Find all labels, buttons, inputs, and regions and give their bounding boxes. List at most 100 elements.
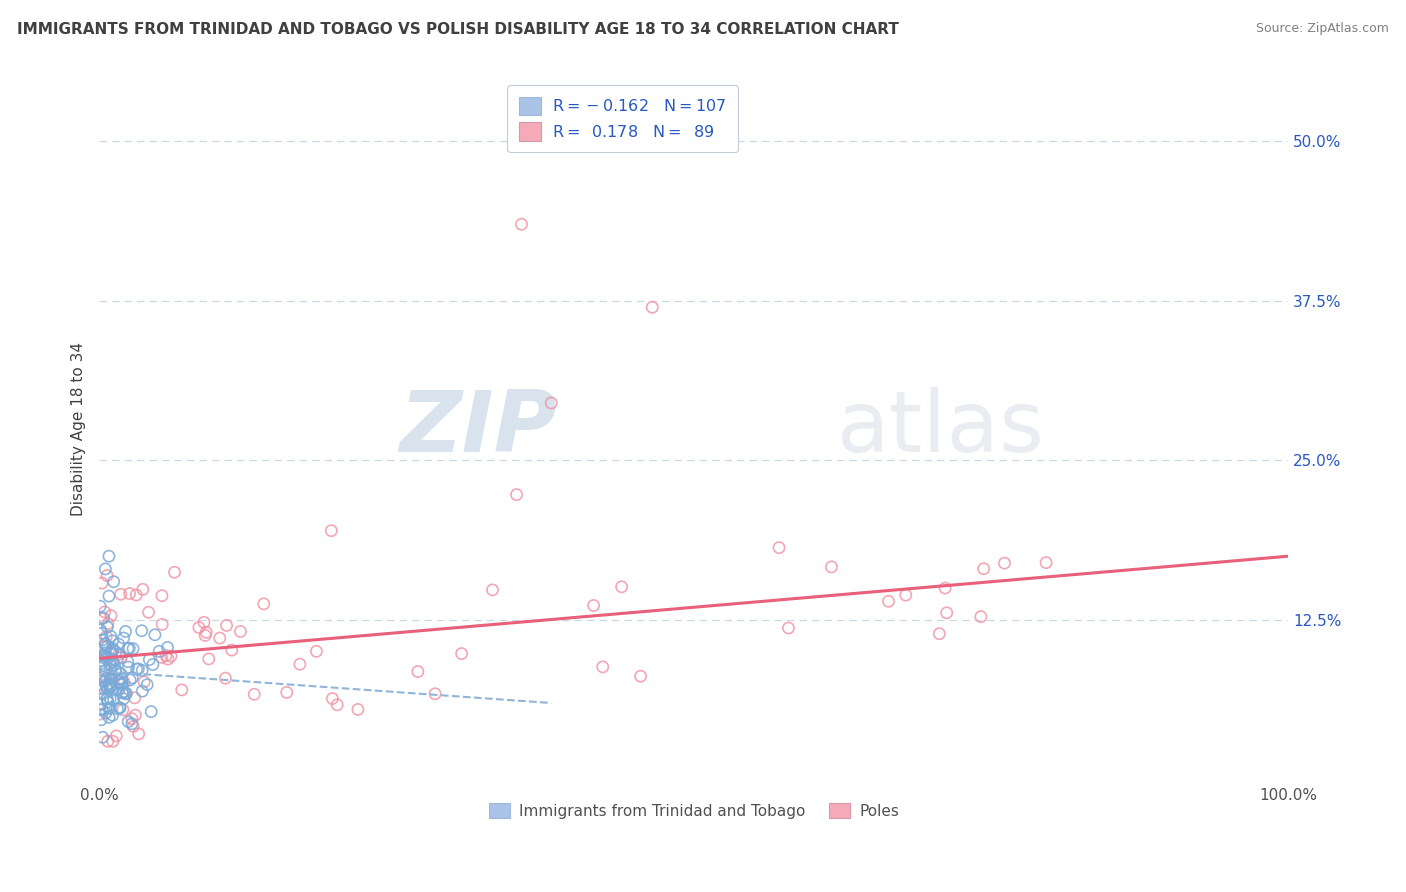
Point [131,664,153,678]
Point [768,541,790,555]
Point [221,643,243,657]
Point [100,700,122,714]
Point [143,628,166,642]
Point [973,562,995,576]
Point [127,662,149,676]
Point [120,673,142,687]
Point [91,632,114,647]
Point [108,701,131,715]
Point [253,597,276,611]
Point [778,621,800,635]
Point [96,620,118,634]
Point [820,560,842,574]
Point [94,674,117,689]
Point [94,664,117,678]
Point [107,675,129,690]
Point [90,657,112,671]
Point [96,649,118,664]
Point [110,651,132,665]
Point [111,672,134,686]
Point [104,664,127,678]
Point [131,684,153,698]
Point [107,681,129,696]
Point [117,641,139,656]
Point [103,655,125,669]
Point [96,630,118,644]
Point [90,611,112,625]
Point [91,673,114,688]
Point [107,672,129,686]
Point [91,681,114,695]
Point [111,686,134,700]
Point [100,659,122,673]
Point [194,628,217,642]
Point [276,685,298,699]
Point [321,524,343,538]
Point [243,687,266,701]
Point [142,657,165,672]
Point [93,686,115,700]
Point [121,716,143,731]
Point [98,678,121,692]
Point [90,681,112,695]
Point [894,588,917,602]
Point [94,605,117,619]
Point [93,658,115,673]
Point [97,682,120,697]
Point [117,660,139,674]
Point [305,644,328,658]
Point [93,670,115,684]
Point [91,670,114,684]
Point [98,676,121,690]
Point [104,657,127,672]
Point [215,618,238,632]
Point [138,652,160,666]
Point [97,695,120,709]
Point [110,650,132,665]
Point [98,702,121,716]
Point [132,582,155,597]
Point [101,642,124,657]
Point [582,599,605,613]
Point [96,692,118,706]
Point [103,574,125,589]
Point [148,644,170,658]
Point [94,679,117,693]
Point [150,589,173,603]
Point [935,606,957,620]
Point [94,646,117,660]
Point [610,580,633,594]
Point [112,631,135,645]
Point [105,702,128,716]
Point [89,599,111,614]
Point [98,681,121,695]
Point [641,300,664,314]
Point [125,588,148,602]
Point [90,654,112,668]
Point [195,625,218,640]
Point [124,708,146,723]
Point [208,631,231,645]
Legend: Immigrants from Trinidad and Tobago, Poles: Immigrants from Trinidad and Tobago, Pol… [482,797,905,824]
Point [89,623,111,637]
Point [94,562,117,576]
Point [214,671,236,685]
Point [90,698,112,712]
Point [112,691,135,706]
Point [97,549,120,564]
Point [100,671,122,685]
Point [98,710,121,724]
Point [98,691,121,706]
Point [89,702,111,716]
Point [101,708,124,723]
Point [288,657,311,672]
Point [118,641,141,656]
Point [108,647,131,661]
Point [160,649,183,664]
Point [481,582,503,597]
Point [98,668,121,682]
Point [100,679,122,693]
Point [1035,556,1057,570]
Point [115,687,138,701]
Point [110,677,132,691]
